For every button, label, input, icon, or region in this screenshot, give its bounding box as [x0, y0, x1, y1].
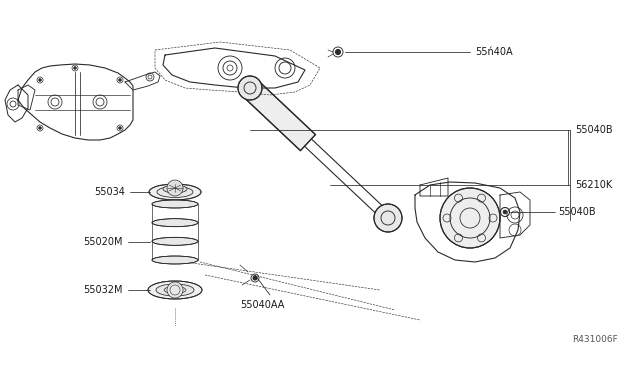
Text: 55ń40A: 55ń40A: [475, 47, 513, 57]
Ellipse shape: [74, 67, 77, 70]
Ellipse shape: [163, 185, 187, 193]
Ellipse shape: [152, 237, 198, 245]
Ellipse shape: [253, 276, 257, 280]
Ellipse shape: [118, 78, 122, 81]
Ellipse shape: [148, 281, 202, 299]
Ellipse shape: [156, 284, 194, 296]
Text: 55040AA: 55040AA: [240, 300, 284, 310]
Text: 55020M: 55020M: [83, 237, 123, 247]
Polygon shape: [243, 80, 316, 151]
Ellipse shape: [503, 210, 507, 214]
Ellipse shape: [38, 78, 42, 81]
Ellipse shape: [152, 200, 198, 208]
Ellipse shape: [152, 219, 198, 227]
Text: 55040B: 55040B: [575, 125, 612, 135]
Ellipse shape: [164, 286, 186, 294]
Text: 56210K: 56210K: [575, 180, 612, 190]
Ellipse shape: [440, 188, 500, 248]
Ellipse shape: [38, 126, 42, 129]
Text: 55034: 55034: [94, 187, 125, 197]
Ellipse shape: [374, 204, 402, 232]
Ellipse shape: [152, 256, 198, 264]
Ellipse shape: [238, 76, 262, 100]
Text: 55040B: 55040B: [558, 207, 596, 217]
Ellipse shape: [149, 184, 201, 200]
Ellipse shape: [167, 180, 183, 196]
Ellipse shape: [335, 49, 340, 55]
Ellipse shape: [157, 186, 193, 198]
Text: 55032M: 55032M: [83, 285, 123, 295]
Ellipse shape: [167, 282, 183, 298]
Ellipse shape: [118, 126, 122, 129]
Text: R431006F: R431006F: [572, 335, 618, 344]
